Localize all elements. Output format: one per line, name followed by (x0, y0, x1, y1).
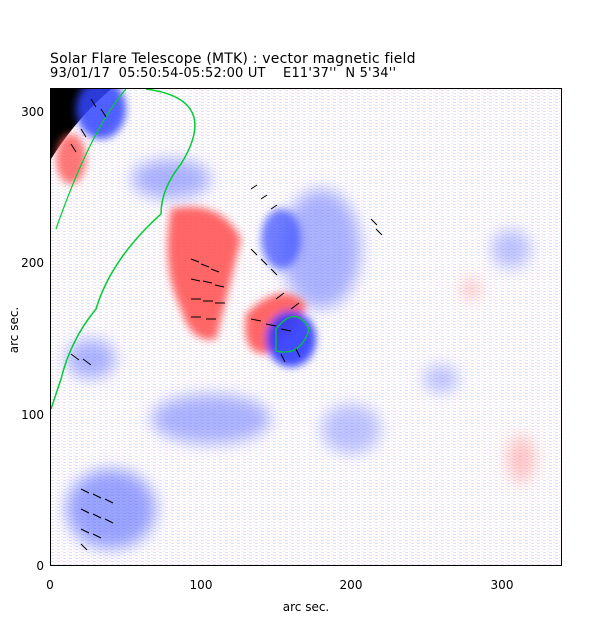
x-tick-100: 100 (189, 578, 213, 592)
y-tick-0: 0 (36, 559, 44, 573)
y-tick-100: 100 (21, 408, 44, 422)
y-axis-label: arc sec. (7, 306, 21, 354)
figure-title: Solar Flare Telescope (MTK) : vector mag… (50, 51, 416, 67)
magnetogram-image (51, 89, 561, 565)
figure-subtitle: 93/01/17 05:50:54-05:52:00 UT E11'37'' N… (50, 66, 397, 81)
y-tick-200: 200 (21, 256, 44, 270)
x-axis-label: arc sec. (282, 600, 330, 614)
x-tick-200: 200 (339, 578, 363, 592)
x-tick-0: 0 (46, 578, 54, 592)
x-tick-300: 300 (490, 578, 514, 592)
magnetogram-plot (50, 88, 562, 566)
y-tick-300: 300 (21, 105, 44, 119)
